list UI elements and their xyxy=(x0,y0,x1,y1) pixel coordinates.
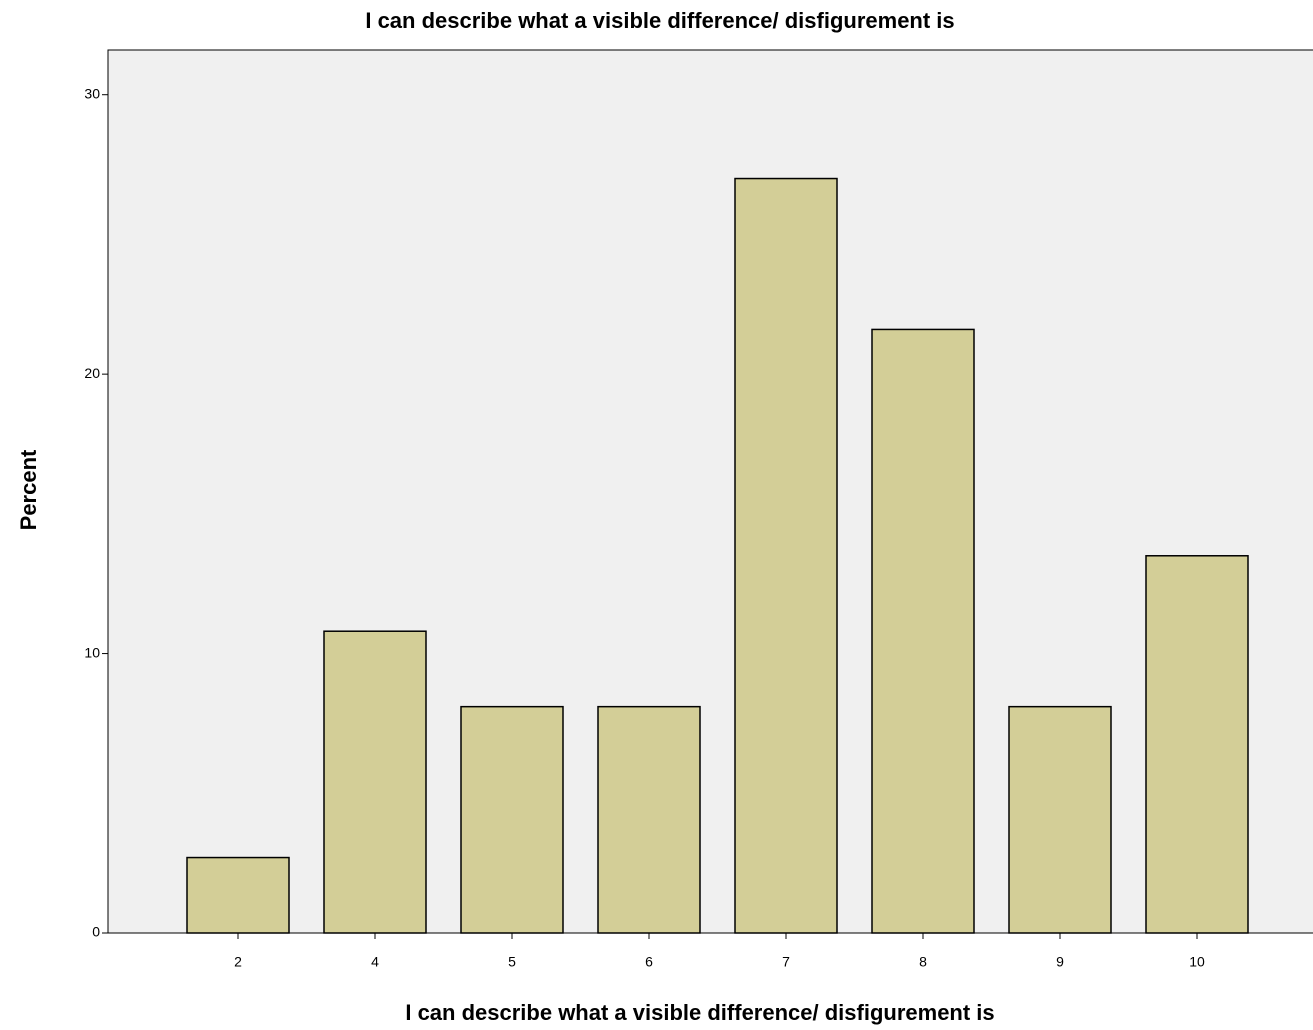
y-tick-label: 0 xyxy=(92,924,100,940)
chart-title: I can describe what a visible difference… xyxy=(365,8,954,33)
bar xyxy=(323,630,427,934)
bar xyxy=(1145,555,1249,934)
bar xyxy=(871,328,975,934)
plot-area xyxy=(107,49,1313,934)
x-tick-label: 4 xyxy=(371,954,379,970)
bar xyxy=(460,705,564,934)
y-tick-label: 10 xyxy=(84,644,100,660)
bar xyxy=(734,177,838,934)
x-tick-label: 6 xyxy=(645,954,653,970)
y-tick-label: 20 xyxy=(84,365,100,381)
x-axis-title: I can describe what a visible difference… xyxy=(405,1000,994,1025)
bar xyxy=(597,705,701,934)
x-tick-label: 2 xyxy=(234,954,242,970)
x-tick-label: 9 xyxy=(1056,954,1064,970)
y-tick-label: 30 xyxy=(84,85,100,101)
bar xyxy=(186,856,290,934)
y-axis-title: Percent xyxy=(16,449,41,530)
bar xyxy=(1008,705,1112,934)
x-tick-label: 10 xyxy=(1189,954,1205,970)
x-tick-label: 5 xyxy=(508,954,516,970)
x-tick-label: 7 xyxy=(782,954,790,970)
x-tick-label: 8 xyxy=(919,954,927,970)
